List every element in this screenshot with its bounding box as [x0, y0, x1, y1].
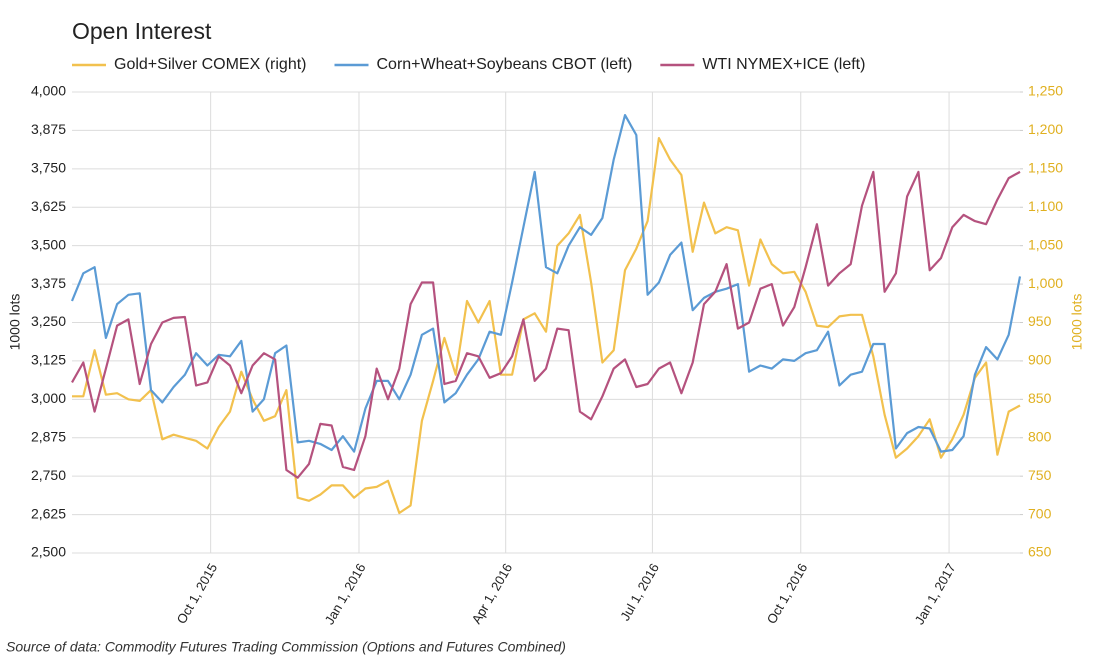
legend-label: Gold+Silver COMEX (right): [114, 56, 307, 73]
legend-label: Corn+Wheat+Soybeans CBOT (left): [377, 56, 633, 73]
watermark: @oleh_kombaiev for Seeking Alpha: [588, 521, 874, 542]
source-note: Source of data: Commodity Futures Tradin…: [6, 639, 566, 655]
series-line: [71, 170, 1021, 479]
y2-tick-label: 1,050: [1028, 236, 1063, 252]
x-tick-label: Apr 1, 2016: [469, 561, 516, 627]
x-tick-label: Jul 1, 2016: [617, 561, 662, 624]
y-tick-label: 3,000: [31, 390, 66, 406]
y-tick-label: 3,500: [31, 236, 66, 252]
y2-tick-label: 850: [1028, 390, 1052, 406]
x-tick-label: Oct 1, 2015: [174, 561, 221, 627]
legend-label: WTI NYMEX+ICE (left): [702, 56, 865, 73]
y-tick-label: 3,250: [31, 313, 66, 329]
y2-tick-label: 700: [1028, 505, 1052, 521]
y-tick-label: 2,625: [31, 505, 66, 521]
y-tick-label: 3,375: [31, 275, 66, 291]
chart-title: Open Interest: [72, 18, 212, 44]
series-line: [70, 114, 1022, 453]
y-tick-label: 3,750: [31, 160, 66, 176]
y-axis-label: 1000 lots: [7, 294, 23, 351]
x-tick-label: Jan 1, 2016: [322, 561, 369, 627]
y-tick-label: 3,625: [31, 198, 66, 214]
y-tick-label: 3,125: [31, 352, 66, 368]
y2-tick-label: 1,250: [1028, 83, 1063, 99]
y2-tick-label: 1,000: [1028, 275, 1063, 291]
y2-tick-label: 1,200: [1028, 121, 1063, 137]
y2-tick-label: 800: [1028, 428, 1052, 444]
y-tick-label: 2,500: [31, 544, 66, 560]
y-tick-label: 3,875: [31, 121, 66, 137]
series-line: [72, 137, 1021, 515]
y2-tick-label: 1,150: [1028, 160, 1063, 176]
y2-tick-label: 900: [1028, 352, 1052, 368]
x-tick-label: Oct 1, 2016: [764, 561, 811, 627]
y-tick-label: 2,875: [31, 428, 66, 444]
x-tick-label: Jan 1, 2017: [912, 561, 959, 627]
y2-tick-label: 1,100: [1028, 198, 1063, 214]
y-tick-label: 2,750: [31, 467, 66, 483]
y2-tick-label: 950: [1028, 313, 1052, 329]
y-tick-label: 4,000: [31, 83, 66, 99]
y2-axis-label: 1000 lots: [1069, 294, 1085, 351]
y2-tick-label: 750: [1028, 467, 1052, 483]
y2-tick-label: 650: [1028, 544, 1052, 560]
